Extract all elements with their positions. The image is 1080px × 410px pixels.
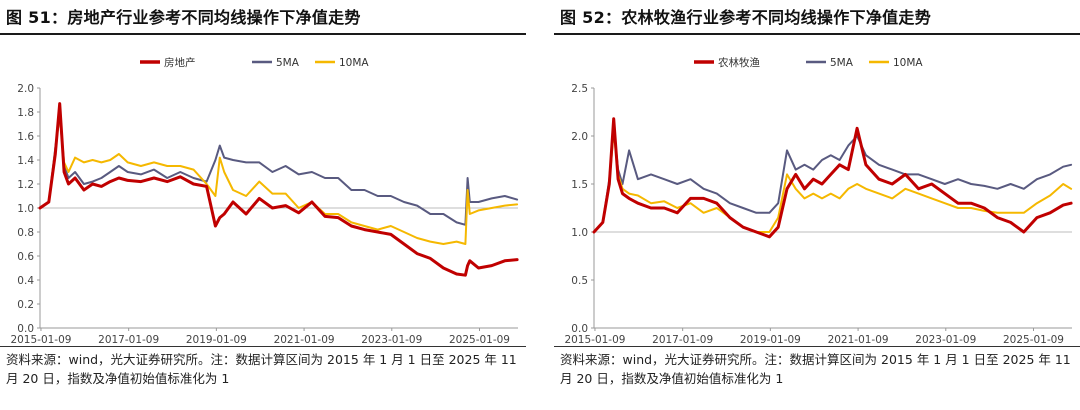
title-rule	[554, 33, 1080, 35]
x-tick-label: 2021-01-09	[828, 334, 889, 346]
y-tick-label: 0.0	[17, 323, 34, 335]
series-line-ma5	[593, 125, 1073, 233]
x-tick-label: 2017-01-09	[652, 334, 713, 346]
chart-title: 图 51：房地产行业参考不同均线操作下净值走势	[6, 8, 361, 27]
series-line-ma10	[593, 130, 1073, 233]
x-tick-label: 2019-01-09	[186, 334, 247, 346]
y-tick-label: 1.8	[17, 107, 34, 119]
y-tick-label: 1.4	[17, 155, 34, 167]
chart-panel-agriculture: 图 52：农林牧渔行业参考不同均线操作下净值走势 0.0 0.5 1.0 1.5 2.0…	[554, 0, 1080, 410]
chart-panel-real-estate: 图 51：房地产行业参考不同均线操作下净值走势 0.0 0.2 0.4 0.6 0.8 1…	[0, 0, 526, 410]
y-tick-label: 1.5	[571, 179, 588, 191]
y-tick-label: 1.2	[17, 179, 34, 191]
line-chart-real-estate: 0.0 0.2 0.4 0.6 0.8 1.0 1.2 1.4 1.6 1.8 2.0 2015-01…	[10, 56, 519, 346]
series-line-index	[592, 117, 1073, 239]
x-tick-label: 2015-01-09	[10, 334, 71, 346]
y-tick-label: 0.6	[17, 251, 34, 263]
x-tick-label: 2021-01-09	[274, 334, 335, 346]
series-line-ma5	[39, 113, 519, 226]
source-note: 资料来源：wind，光大证券研究所。注：数据计算区间为 2015 年 1 月 1…	[560, 350, 1076, 388]
source-note-line-2: 月 20 日，指数及净值初始值标准化为 1	[6, 371, 230, 386]
source-rule	[0, 346, 526, 347]
legend-label-index: 农林牧渔	[718, 56, 760, 69]
x-tick-label: 2025-01-09	[449, 334, 510, 346]
y-tick-label: 1.0	[571, 227, 588, 239]
source-note-line-2: 月 20 日，指数及净值初始值标准化为 1	[560, 371, 784, 386]
legend-label-ma10: 10MA	[893, 57, 923, 69]
y-tick-label: 0.5	[571, 275, 588, 287]
legend-label-ma10: 10MA	[339, 57, 369, 69]
x-tick-label: 2023-01-09	[915, 334, 976, 346]
y-tick-label: 0.2	[17, 299, 34, 311]
y-tick-label: 2.0	[17, 83, 34, 95]
y-tick-label: 2.5	[571, 83, 588, 95]
source-note-line-1: 资料来源：wind，光大证券研究所。注：数据计算区间为 2015 年 1 月 1…	[6, 352, 517, 367]
y-tick-label: 1.6	[17, 131, 34, 143]
x-tick-label: 2017-01-09	[98, 334, 159, 346]
line-chart-agriculture: 0.0 0.5 1.0 1.5 2.0 2.5 2015-01-09 2017-01-09 20…	[564, 56, 1073, 346]
y-tick-label: 2.0	[571, 131, 588, 143]
source-note-line-1: 资料来源：wind，光大证券研究所。注：数据计算区间为 2015 年 1 月 1…	[560, 352, 1071, 367]
chart-title: 图 52：农林牧渔行业参考不同均线操作下净值走势	[560, 8, 932, 27]
source-rule	[554, 346, 1080, 347]
y-tick-label: 1.0	[17, 203, 34, 215]
y-tick-label: 0.8	[17, 227, 34, 239]
legend-label-ma5: 5MA	[830, 57, 854, 69]
x-tick-label: 2019-01-09	[740, 334, 801, 346]
x-tick-label: 2023-01-09	[361, 334, 422, 346]
x-tick-label: 2025-01-09	[1003, 334, 1064, 346]
series-line-index	[38, 102, 519, 277]
source-note: 资料来源：wind，光大证券研究所。注：数据计算区间为 2015 年 1 月 1…	[6, 350, 522, 388]
y-tick-label: 0.4	[17, 275, 34, 287]
legend-label-ma5: 5MA	[276, 57, 300, 69]
legend-label-index: 房地产	[164, 56, 196, 69]
title-rule	[0, 33, 526, 35]
x-tick-label: 2015-01-09	[564, 334, 625, 346]
series-line-ma10	[39, 113, 519, 245]
y-tick-label: 0.0	[571, 323, 588, 335]
